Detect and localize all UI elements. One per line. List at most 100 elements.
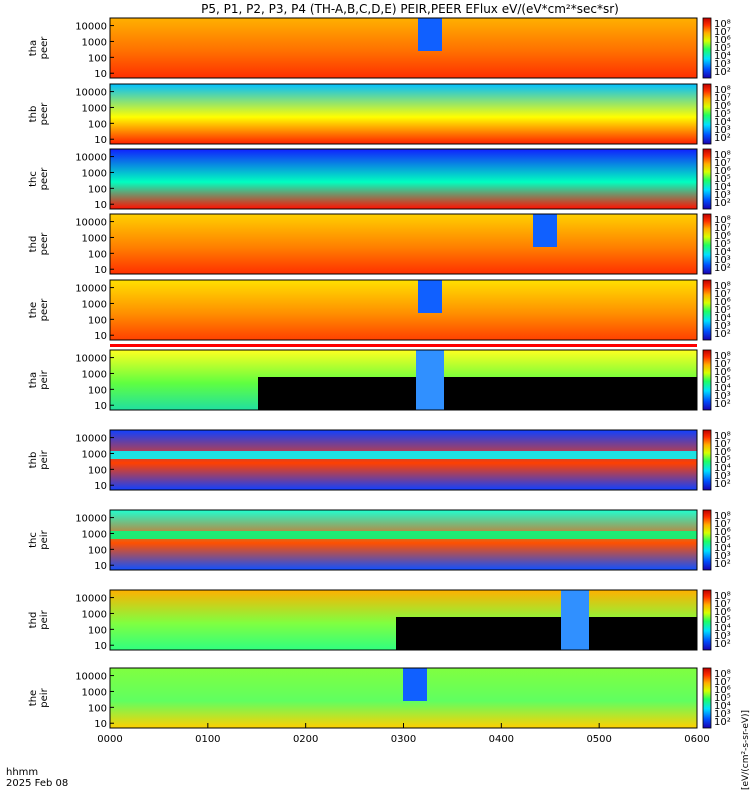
dropout-feature <box>418 280 442 313</box>
colorbar-tick-label: 10⁵ <box>714 375 731 386</box>
separator-bar <box>110 344 697 347</box>
panel-label-probe: thd <box>28 612 39 629</box>
colorbar-tick-label: 10⁶ <box>714 231 731 242</box>
y-tick-label: 10000 <box>75 284 107 295</box>
panel-label-probe: tha <box>28 372 39 388</box>
panel-heatmap <box>110 510 697 570</box>
colorbar-tick-label: 10² <box>714 399 731 410</box>
colorbar-tick-label: 10⁵ <box>714 693 731 704</box>
panel-frame <box>109 349 698 411</box>
colorbar-tick-label: 10⁷ <box>714 677 731 688</box>
panel-label-probe: thc <box>28 532 39 548</box>
panel-frame <box>109 148 698 210</box>
panel-label-probe: thb <box>28 106 39 123</box>
panel-heatmap <box>110 430 697 490</box>
x-axis-label-date: 2025 Feb 08 <box>6 778 69 789</box>
colorbar-tick-label: 10⁵ <box>714 109 731 120</box>
no-data-region <box>396 617 697 650</box>
colorbar-tick-label: 10⁴ <box>714 117 731 128</box>
y-tick-label: 1000 <box>82 449 107 460</box>
colorbar-tick-label: 10⁷ <box>714 27 731 38</box>
y-tick-label: 1000 <box>82 369 107 380</box>
colorbar-tick-label: 10² <box>714 639 731 650</box>
colorbar-tick-label: 10² <box>714 198 731 209</box>
colorbar-tick-label: 10⁶ <box>714 35 731 46</box>
panel-label-product: peer <box>39 298 50 322</box>
colorbar-tick-label: 10⁸ <box>714 591 731 602</box>
panel-label-probe: thb <box>28 452 39 469</box>
y-tick-label: 10 <box>94 481 107 492</box>
y-tick-label: 100 <box>88 249 107 260</box>
y-tick-label: 1000 <box>82 687 107 698</box>
panel-heatmap <box>110 84 697 144</box>
panel-label-product: peer <box>39 167 50 191</box>
dropout-feature <box>533 214 557 247</box>
panel-label-product: peir <box>39 449 50 469</box>
chart-title: P5, P1, P2, P3, P4 (TH-A,B,C,D,E) PEIR,P… <box>201 2 619 16</box>
colorbar-tick-label: 10⁶ <box>714 607 731 618</box>
colorbar-tick-label: 10⁶ <box>714 166 731 177</box>
colorbar-tick-label: 10⁷ <box>714 359 731 370</box>
panel-label-product: peir <box>39 369 50 389</box>
colorbar-tick-label: 10⁴ <box>714 182 731 193</box>
x-tick-label: 0400 <box>489 734 514 745</box>
colorbar-tick-label: 10⁶ <box>714 685 731 696</box>
colorbar-tick-label: 10⁶ <box>714 447 731 458</box>
spectrogram-panel: 10000 1000 100 10 thd peir 10⁸10⁷10⁶10⁵10⁴10³1… <box>28 589 731 652</box>
y-tick-label: 10 <box>94 69 107 80</box>
panel-frame <box>109 279 698 341</box>
colorbar-tick-label: 10² <box>714 133 731 144</box>
colorbar <box>702 667 712 729</box>
colorbar-tick-label: 10⁶ <box>714 527 731 538</box>
x-tick-label: 0200 <box>293 734 318 745</box>
y-tick-label: 100 <box>88 465 107 476</box>
panel-label-probe: the <box>28 302 39 318</box>
y-tick-label: 100 <box>88 119 107 130</box>
colorbar <box>702 509 712 571</box>
colorbar-tick-label: 10⁵ <box>714 455 731 466</box>
y-tick-label: 1000 <box>82 299 107 310</box>
y-tick-label: 1000 <box>82 609 107 620</box>
panel-label-product: peir <box>39 609 50 629</box>
colorbar-tick-label: 10⁸ <box>714 281 731 292</box>
colorbar-tick-label: 10⁶ <box>714 367 731 378</box>
y-tick-label: 10 <box>94 265 107 276</box>
y-tick-label: 10 <box>94 401 107 412</box>
y-tick-label: 10000 <box>75 514 107 525</box>
colorbar <box>702 279 712 341</box>
colorbar-tick-label: 10⁷ <box>714 599 731 610</box>
colorbar-tick-label: 10³ <box>714 59 731 70</box>
colorbar-tick-label: 10⁸ <box>714 431 731 442</box>
x-tick-label: 0500 <box>586 734 611 745</box>
colorbar-tick-label: 10⁴ <box>714 383 731 394</box>
dropout-feature <box>561 590 589 650</box>
spectrogram-panel: 10000 1000 100 10 tha peer 10⁸10⁷10⁶10⁵10⁴10³1… <box>28 17 731 80</box>
y-tick-label: 10 <box>94 200 107 211</box>
panel-label-product: peer <box>39 102 50 126</box>
dropout-feature <box>418 18 442 51</box>
y-tick-label: 100 <box>88 625 107 636</box>
colorbar-tick-label: 10⁴ <box>714 701 731 712</box>
panel-heatmap <box>110 280 697 340</box>
colorbar-tick-label: 10⁷ <box>714 519 731 530</box>
colorbar-tick-label: 10³ <box>714 321 731 332</box>
y-tick-label: 100 <box>88 385 107 396</box>
panel-heatmap <box>110 149 697 209</box>
colorbar-tick-label: 10⁴ <box>714 543 731 554</box>
colorbar-tick-label: 10² <box>714 479 731 490</box>
colorbar-tick-label: 10⁴ <box>714 313 731 324</box>
colorbar-tick-label: 10⁵ <box>714 43 731 54</box>
colorbar-tick-label: 10³ <box>714 631 731 642</box>
spectrogram-panel: 10000 1000 100 10 thc peir 10⁸10⁷10⁶10⁵10⁴10³1… <box>28 509 731 572</box>
y-tick-label: 100 <box>88 53 107 64</box>
spectrogram-panel: 10000 1000 100 10 thb peer 10⁸10⁷10⁶10⁵10⁴10³1… <box>28 83 731 146</box>
y-tick-label: 10000 <box>75 672 107 683</box>
y-tick-label: 10000 <box>75 354 107 365</box>
no-data-region <box>258 377 697 410</box>
colorbar-tick-label: 10⁸ <box>714 85 731 96</box>
colorbar-tick-label: 10⁵ <box>714 305 731 316</box>
x-tick-label: 0300 <box>391 734 416 745</box>
colorbar-tick-label: 10⁵ <box>714 239 731 250</box>
colorbar-tick-label: 10² <box>714 67 731 78</box>
colorbar-tick-label: 10³ <box>714 471 731 482</box>
